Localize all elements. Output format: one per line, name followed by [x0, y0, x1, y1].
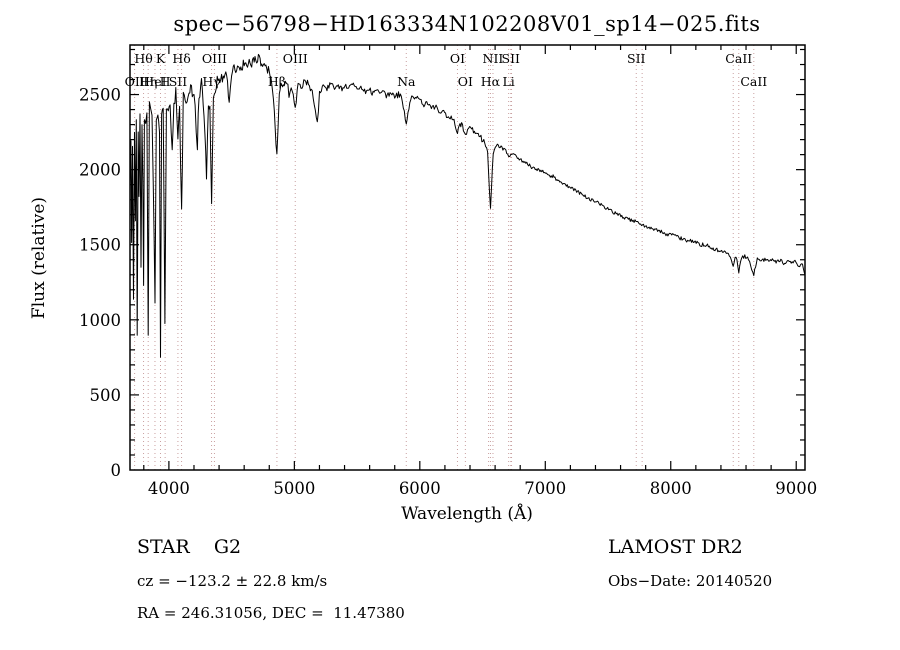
svg-text:Hη: Hη [139, 74, 157, 89]
svg-text:5000: 5000 [273, 479, 315, 498]
spectrum-plot: spec−56798−HD163334N102208V01_sp14−025.f… [29, 12, 817, 524]
svg-text:OIII: OIII [202, 51, 227, 66]
cz-text: cz = −123.2 ± 22.8 km/s [137, 572, 328, 590]
svg-text:2000: 2000 [79, 161, 121, 180]
svg-text:K: K [156, 51, 166, 66]
spectrum-line [130, 53, 805, 358]
svg-text:CaII: CaII [740, 74, 767, 89]
axes [129, 44, 806, 471]
svg-text:OII: OII [125, 74, 145, 89]
svg-text:1000: 1000 [79, 311, 121, 330]
svg-text:Hδ: Hδ [172, 51, 190, 66]
x-axis-label: Wavelength (Å) [401, 503, 533, 524]
survey-release-text: LAMOST DR2 [608, 536, 743, 558]
tick-marks [130, 45, 805, 470]
tick-labels: 4000 5000 6000 7000 8000 9000 0 500 1000 1500 2000… [79, 86, 817, 498]
svg-text:6000: 6000 [399, 479, 441, 498]
svg-text:7000: 7000 [524, 479, 566, 498]
obs-date-text: Obs−Date: 20140520 [608, 572, 773, 590]
svg-text:Hθ: Hθ [134, 51, 152, 66]
svg-text:SII: SII [502, 51, 521, 66]
ra-dec-text: RA = 246.31056, DEC = 11.47380 [137, 604, 405, 622]
svg-text:SII: SII [627, 51, 646, 66]
svg-text:OIII: OIII [283, 51, 308, 66]
svg-text:9000: 9000 [775, 479, 817, 498]
svg-text:Li: Li [502, 74, 514, 89]
svg-text:Na: Na [397, 74, 416, 89]
svg-text:HeI: HeI [143, 74, 166, 89]
object-class-text: STAR G2 [137, 536, 242, 558]
svg-text:OI: OI [458, 74, 473, 89]
svg-text:8000: 8000 [650, 479, 692, 498]
svg-text:NII: NII [483, 51, 504, 66]
feature-lines [134, 45, 755, 470]
svg-text:4000: 4000 [148, 479, 190, 498]
svg-text:0: 0 [111, 461, 122, 480]
svg-text:1500: 1500 [79, 236, 121, 255]
plot-title: spec−56798−HD163334N102208V01_sp14−025.f… [173, 12, 760, 36]
y-axis-label: Flux (relative) [29, 197, 49, 319]
svg-text:500: 500 [90, 386, 122, 405]
svg-text:SII: SII [169, 74, 188, 89]
svg-text:Hα: Hα [481, 74, 501, 89]
svg-text:Hγ: Hγ [202, 74, 220, 89]
svg-text:OI: OI [450, 51, 465, 66]
svg-text:2500: 2500 [79, 86, 121, 105]
svg-text:H: H [160, 74, 171, 89]
svg-text:Hβ: Hβ [268, 74, 286, 89]
svg-text:CaII: CaII [725, 51, 752, 66]
